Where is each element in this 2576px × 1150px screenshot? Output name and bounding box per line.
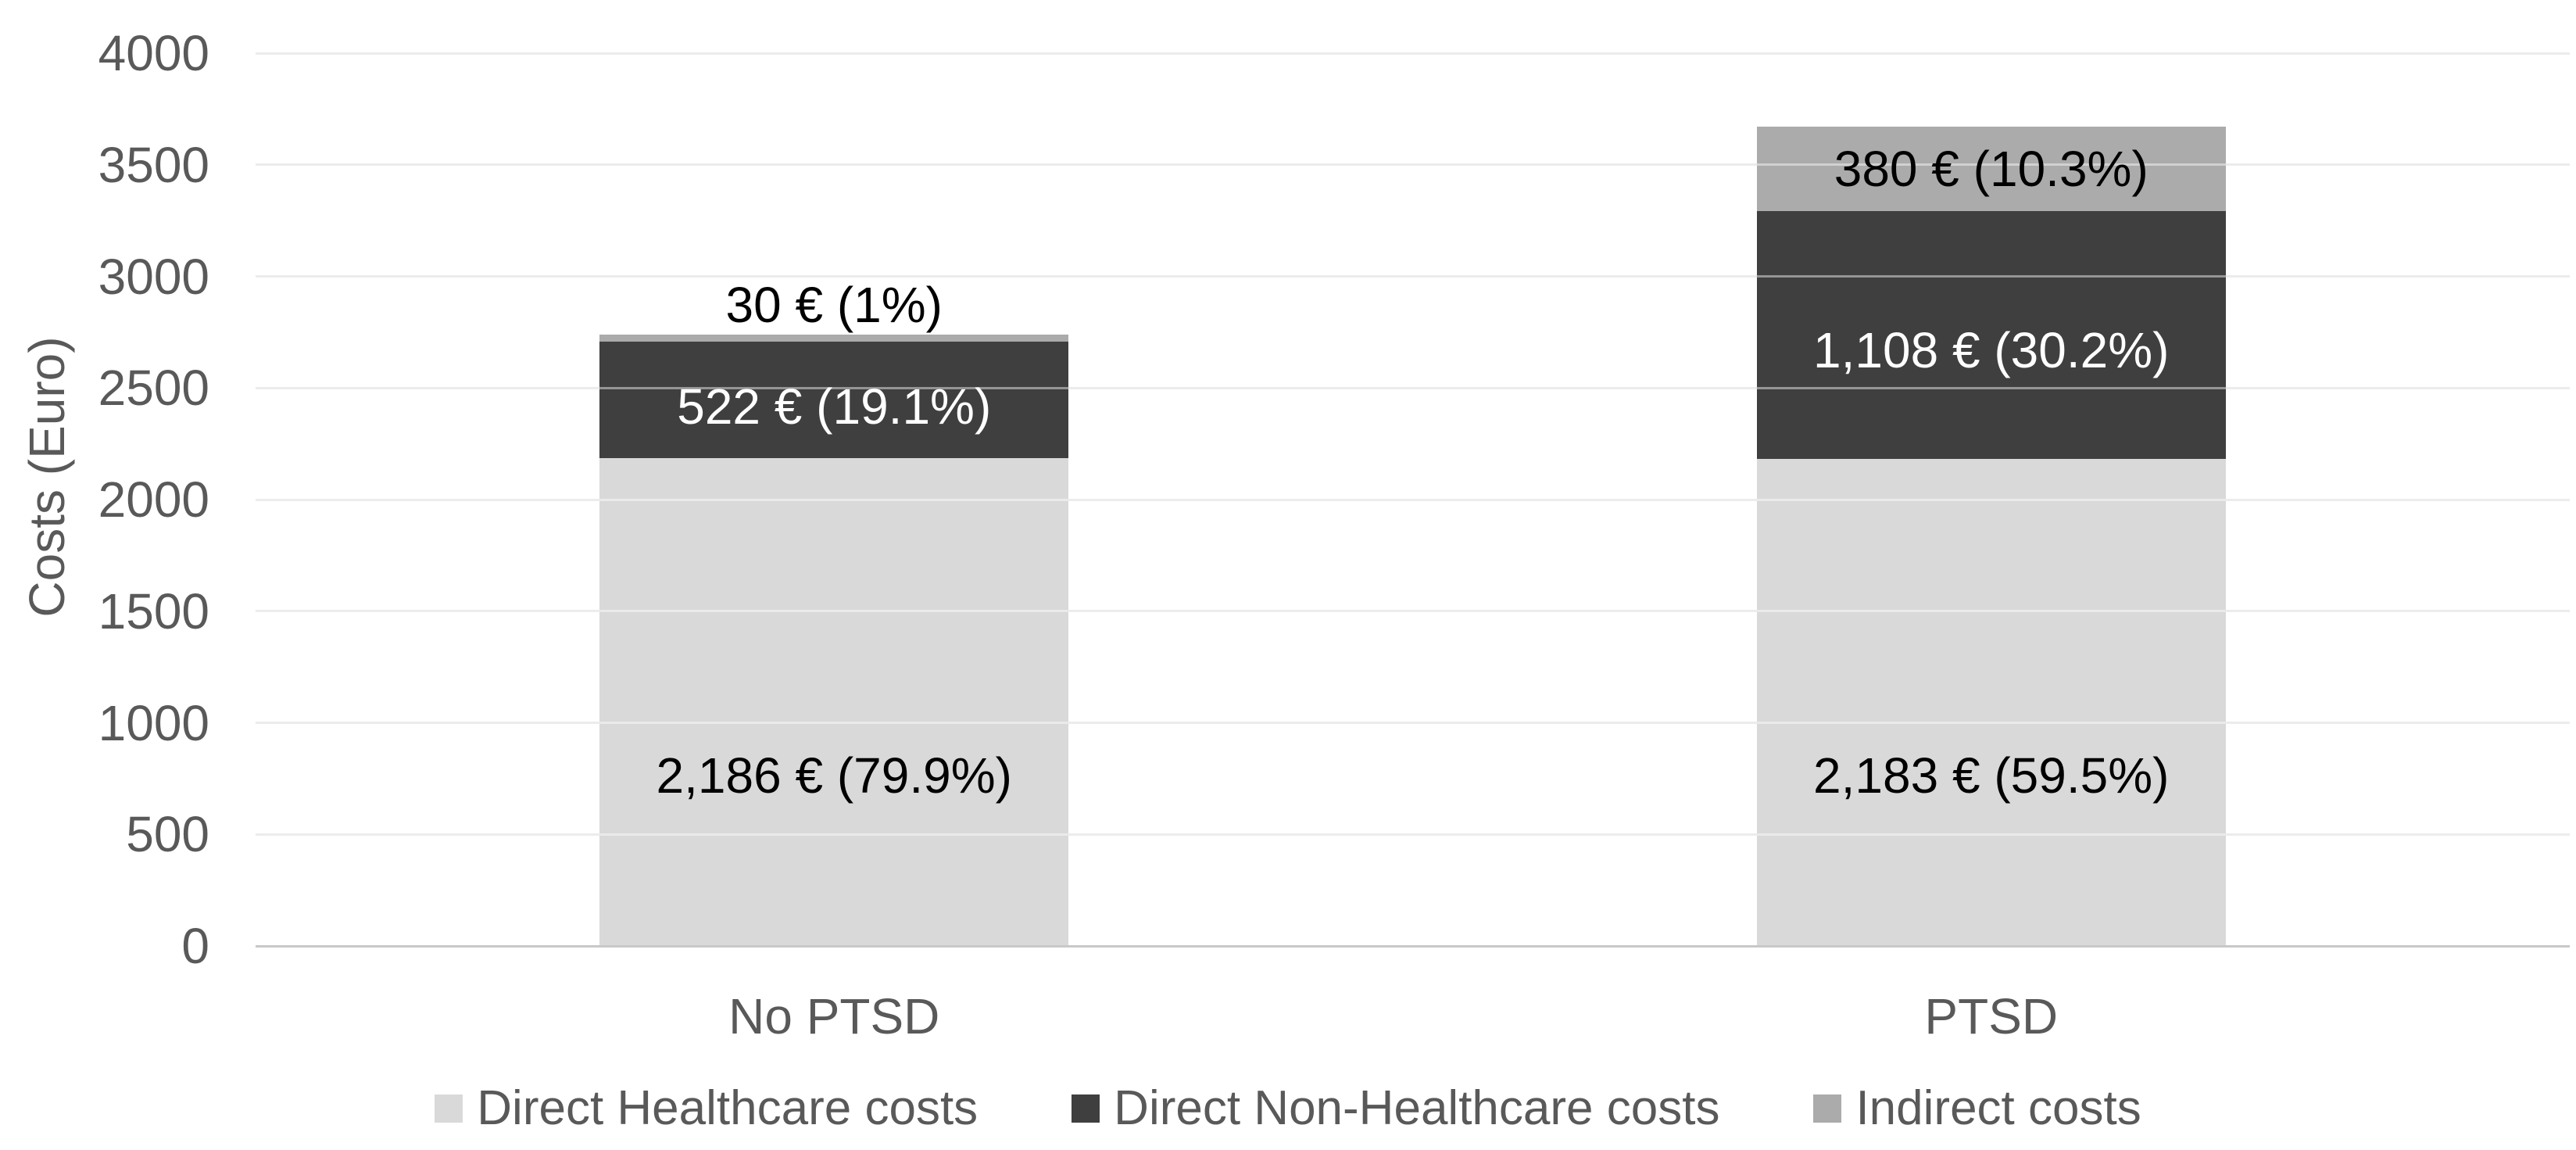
- x-axis-line: [256, 945, 2570, 948]
- gridline: [256, 163, 2570, 167]
- gridline-overlay: [256, 610, 2570, 613]
- legend-label: Direct Non-Healthcare costs: [1114, 1081, 1720, 1135]
- bar-segment-direct-healthcare-costs: [599, 457, 1069, 946]
- gridline-overlay: [256, 163, 2570, 167]
- y-axis-tick-label: 3000: [98, 248, 209, 305]
- gridline: [256, 275, 2570, 278]
- bar-segment-direct-healthcare-costs: [1756, 458, 2226, 946]
- y-axis-tick-label: 3500: [98, 136, 209, 193]
- y-axis-tick-label: 4000: [98, 25, 209, 81]
- bar-segment-direct-non-healthcare-costs: [599, 341, 1069, 458]
- legend-swatch-direct-non-healthcare-costs: [1072, 1094, 1100, 1123]
- legend-item-direct-healthcare-costs: Direct Healthcare costs: [435, 1080, 978, 1136]
- gridline-overlay: [256, 386, 2570, 389]
- bar-segment-direct-non-healthcare-costs: [1756, 211, 2226, 459]
- legend-label: Direct Healthcare costs: [477, 1081, 979, 1135]
- y-axis-tick-label: 1500: [98, 582, 209, 639]
- gridline: [256, 722, 2570, 724]
- gridline: [256, 386, 2570, 389]
- y-axis-tick-label: 2000: [98, 471, 209, 528]
- gridline-overlay: [256, 498, 2570, 501]
- legend-swatch-direct-healthcare-costs: [435, 1094, 463, 1123]
- legend-item-direct-non-healthcare-costs: Direct Non-Healthcare costs: [1072, 1080, 1719, 1136]
- data-label-indirect-costs: 380 € (10.3%): [1834, 141, 2148, 198]
- y-axis-tick-label: 500: [126, 806, 209, 863]
- y-axis-tick-label: 0: [181, 918, 209, 974]
- y-axis-tick-label: 1000: [98, 694, 209, 751]
- gridline-overlay: [256, 833, 2570, 836]
- data-label-direct-healthcare-costs: 2,183 € (59.5%): [1813, 747, 2170, 804]
- data-label-direct-non-healthcare-costs: 522 € (19.1%): [677, 378, 992, 435]
- gridline: [256, 52, 2570, 55]
- x-axis-category-label: No PTSD: [728, 988, 940, 1044]
- y-axis-tick-label: 2500: [98, 360, 209, 417]
- data-label-direct-healthcare-costs: 2,186 € (79.9%): [656, 747, 1012, 804]
- gridline: [256, 610, 2570, 613]
- gridline: [256, 833, 2570, 836]
- gridline-overlay: [256, 722, 2570, 724]
- legend-label: Indirect costs: [1855, 1081, 2141, 1135]
- data-label-indirect-costs: 30 € (1%): [725, 277, 943, 334]
- data-label-direct-non-healthcare-costs: 1,108 € (30.2%): [1813, 321, 2170, 378]
- gridline-overlay: [256, 52, 2570, 55]
- bar-segment-indirect-costs: [1756, 126, 2226, 212]
- gridline-overlay: [256, 275, 2570, 278]
- legend: Direct Healthcare costs Direct Non-Health…: [0, 1080, 2576, 1136]
- gridline: [256, 498, 2570, 501]
- x-axis-category-label: PTSD: [1924, 988, 2059, 1044]
- bar-segment-indirect-costs: [599, 335, 1069, 342]
- legend-swatch-indirect-costs: [1813, 1094, 1842, 1123]
- legend-item-indirect-costs: Indirect costs: [1813, 1080, 2141, 1136]
